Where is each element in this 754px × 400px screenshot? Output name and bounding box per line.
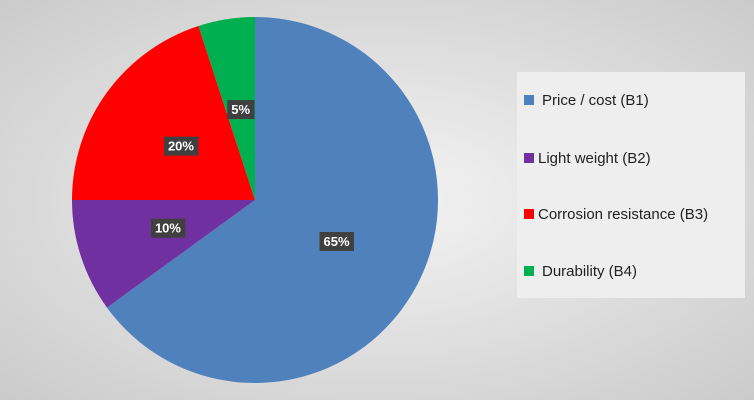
data-label-box xyxy=(150,218,186,238)
pie-slice xyxy=(106,17,438,384)
data-label: 5% xyxy=(231,102,250,117)
data-label-box xyxy=(163,136,199,156)
legend-label: Corrosion resistance (B3) xyxy=(538,206,708,223)
legend-swatch xyxy=(524,209,534,219)
legend-label: Light weight (B2) xyxy=(538,150,651,167)
pie-slice xyxy=(72,25,255,200)
data-label: 20% xyxy=(168,139,194,154)
legend-swatch xyxy=(524,153,534,163)
pie: 65% 10% 20% 5% xyxy=(72,17,438,384)
legend-swatch xyxy=(524,95,534,105)
pie-slice xyxy=(198,17,255,200)
data-label: 10% xyxy=(155,221,181,236)
data-label-box xyxy=(319,231,354,251)
legend: Price / cost (B1) Light weight (B2) Corros… xyxy=(524,92,708,280)
data-label: 65% xyxy=(324,234,350,249)
pie-slice xyxy=(72,200,255,308)
legend-label: Price / cost (B1) xyxy=(542,92,649,109)
data-label-box xyxy=(227,100,255,120)
legend-box xyxy=(517,72,745,298)
legend-swatch xyxy=(524,266,534,276)
legend-label: Durability (B4) xyxy=(542,263,637,280)
